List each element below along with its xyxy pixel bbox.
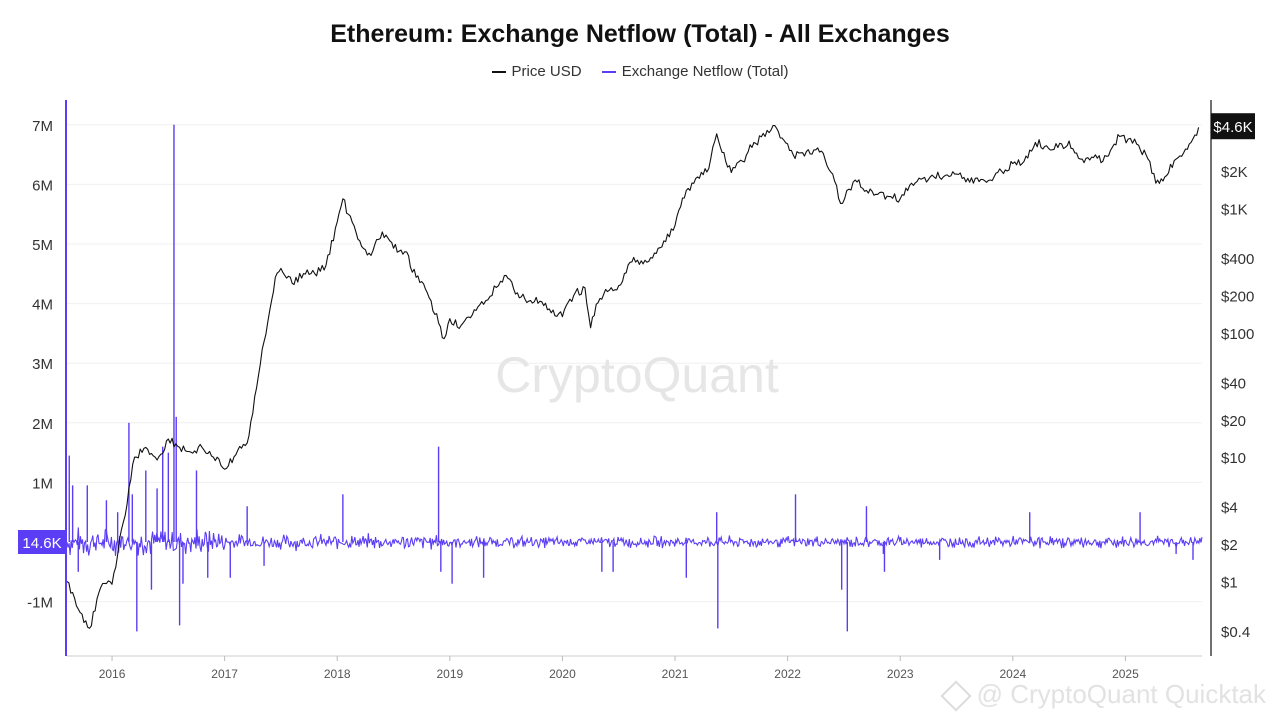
watermark-text: CryptoQuant (495, 347, 779, 403)
netflow-current-value-tag (18, 530, 66, 554)
price-series (66, 124, 1200, 629)
price-line (66, 124, 1200, 629)
y-left-tick-label: 7M (32, 118, 53, 135)
y-left-tick-label: -1M (27, 595, 53, 612)
x-tick-label: 2018 (324, 667, 351, 681)
y-right-tick-label: $2 (1221, 537, 1238, 554)
y-right-tick-label: $10 (1221, 450, 1246, 467)
x-tick-label: 2025 (1112, 667, 1139, 681)
watermark: CryptoQuant (495, 347, 779, 403)
netflow-series (66, 124, 1203, 632)
x-axis-ticks: 2016 2017 2018 2019 2020 2021 2022 2023 2024 2025 (99, 656, 1139, 681)
y-left-tick-label: 4M (32, 297, 53, 314)
y-right-tick-label: $0.4 (1221, 624, 1250, 641)
x-tick-label: 2021 (662, 667, 689, 681)
y-left-tick-label: 6M (32, 177, 53, 194)
y-right-tick-label: $100 (1221, 326, 1254, 343)
x-tick-label: 2019 (436, 667, 463, 681)
y-left-tick-label: 1M (32, 475, 53, 492)
y-right-tick-label: $400 (1221, 251, 1254, 268)
y-right-tick-label: $1K (1221, 202, 1248, 219)
y-left-tick-label: 3M (32, 356, 53, 373)
x-tick-label: 2017 (211, 667, 238, 681)
price-current-value-label: $4.6K (1213, 119, 1252, 136)
y-right-tick-label: $4 (1221, 500, 1238, 517)
y-right-tick-label: $40 (1221, 375, 1246, 392)
quicktake-logo-icon (940, 680, 972, 712)
netflow-current-value-label: 14.6K (22, 535, 61, 552)
x-tick-label: 2020 (549, 667, 576, 681)
x-tick-label: 2016 (99, 667, 126, 681)
price-current-value-tag (1211, 113, 1255, 140)
value-tags: 14.6K $4.6K (18, 113, 1255, 554)
legend-item-netflow[interactable]: Exchange Netflow (Total) (601, 63, 789, 80)
x-tick-label: 2024 (999, 667, 1026, 681)
y-right-tick-label: $200 (1221, 288, 1254, 305)
y-left-axis-ticks: 7M 6M 5M 4M 3M 2M 1M -1M (27, 118, 53, 612)
x-tick-label: 2023 (887, 667, 914, 681)
bottom-watermark-text: @ CryptoQuant Quicktak (976, 679, 1266, 709)
legend-label-netflow: Exchange Netflow (Total) (621, 63, 789, 80)
gridlines (67, 124, 1202, 603)
x-tick-label: 2022 (774, 667, 801, 681)
legend-swatch-netflow (601, 71, 616, 74)
y-right-axis-ticks: $2K $1K $400 $200 $100 $40 $20 $10 $4 $2 $1 $0.4 (1221, 164, 1254, 641)
chart-title: Ethereum: Exchange Netflow (Total) - All… (330, 20, 950, 48)
y-right-tick-label: $2K (1221, 164, 1248, 181)
y-right-tick-label: $20 (1221, 413, 1246, 430)
chart-legend: Price USD Exchange Netflow (Total) (0, 63, 1280, 80)
legend-label-price: Price USD (511, 63, 582, 80)
legend-swatch-price (491, 71, 506, 74)
y-left-tick-label: 5M (32, 237, 53, 254)
bottom-watermark: @ CryptoQuant Quicktak (940, 679, 1266, 712)
netflow-line (66, 527, 1203, 556)
y-left-tick-label: 2M (32, 416, 53, 433)
legend-item-price[interactable]: Price USD (491, 63, 582, 80)
y-right-tick-label: $1 (1221, 575, 1238, 592)
